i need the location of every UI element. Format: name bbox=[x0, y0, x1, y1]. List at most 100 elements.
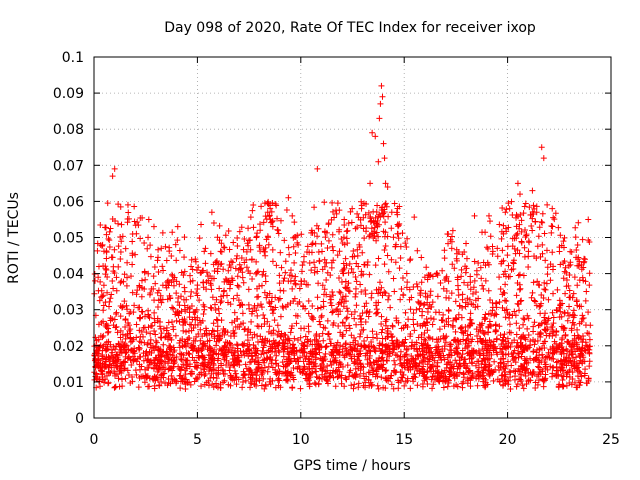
data-point bbox=[220, 370, 227, 377]
data-point bbox=[416, 305, 423, 312]
data-point bbox=[390, 234, 397, 241]
data-point bbox=[485, 287, 492, 294]
data-point bbox=[582, 297, 589, 304]
data-point bbox=[200, 279, 207, 286]
data-point bbox=[369, 129, 376, 136]
data-point bbox=[346, 260, 353, 267]
data-point bbox=[553, 307, 560, 314]
data-point bbox=[579, 315, 586, 322]
data-point bbox=[549, 249, 556, 256]
data-point bbox=[482, 277, 489, 284]
data-point bbox=[105, 235, 112, 242]
data-point bbox=[353, 278, 360, 285]
data-point bbox=[485, 212, 492, 219]
data-point bbox=[535, 363, 542, 370]
data-point bbox=[258, 282, 265, 289]
data-point bbox=[336, 207, 343, 214]
data-point bbox=[136, 314, 143, 321]
data-point bbox=[111, 165, 118, 172]
data-point bbox=[544, 264, 551, 271]
data-point bbox=[586, 363, 593, 370]
data-point bbox=[560, 275, 567, 282]
data-point bbox=[325, 221, 332, 228]
data-point bbox=[169, 229, 176, 236]
data-point bbox=[448, 245, 455, 252]
data-point bbox=[165, 376, 172, 383]
data-point bbox=[210, 220, 217, 227]
data-point bbox=[279, 359, 286, 366]
data-point bbox=[552, 210, 559, 217]
data-point bbox=[140, 333, 147, 340]
data-point bbox=[467, 279, 474, 286]
data-point bbox=[212, 380, 219, 387]
data-point bbox=[136, 353, 143, 360]
data-point bbox=[574, 282, 581, 289]
data-point bbox=[518, 239, 525, 246]
data-point bbox=[445, 315, 452, 322]
data-point bbox=[190, 337, 197, 344]
data-point bbox=[543, 247, 550, 254]
data-point bbox=[239, 384, 246, 391]
data-point bbox=[381, 233, 388, 240]
data-point bbox=[281, 237, 288, 244]
data-point bbox=[234, 234, 241, 241]
data-point bbox=[322, 368, 329, 375]
data-point bbox=[417, 287, 424, 294]
data-point bbox=[164, 279, 171, 286]
data-point bbox=[585, 309, 592, 316]
data-point bbox=[277, 249, 284, 256]
data-point bbox=[471, 212, 478, 219]
data-point bbox=[267, 303, 274, 310]
data-point bbox=[95, 287, 102, 294]
data-point bbox=[258, 203, 265, 210]
y-tick-label: 0.09 bbox=[53, 86, 84, 102]
data-point bbox=[181, 302, 188, 309]
data-point bbox=[257, 301, 264, 308]
data-point bbox=[334, 252, 341, 259]
data-point bbox=[388, 225, 395, 232]
data-point bbox=[138, 339, 145, 346]
data-point bbox=[298, 281, 305, 288]
data-point bbox=[325, 237, 332, 244]
data-point bbox=[168, 271, 175, 278]
data-point bbox=[202, 245, 209, 252]
data-point bbox=[572, 348, 579, 355]
y-tick-label: 0.08 bbox=[53, 122, 84, 138]
data-point bbox=[554, 286, 561, 293]
data-point bbox=[223, 292, 230, 299]
data-point bbox=[125, 372, 132, 379]
data-point bbox=[117, 279, 124, 286]
data-point bbox=[537, 310, 544, 317]
data-point bbox=[262, 273, 269, 280]
data-point bbox=[277, 287, 284, 294]
data-point bbox=[413, 306, 420, 313]
data-point bbox=[569, 347, 576, 354]
data-point bbox=[257, 248, 264, 255]
data-point bbox=[485, 310, 492, 317]
data-point bbox=[482, 311, 489, 318]
data-point bbox=[519, 348, 526, 355]
data-point bbox=[289, 285, 296, 292]
data-point bbox=[566, 303, 573, 310]
data-point bbox=[358, 321, 365, 328]
data-point bbox=[201, 372, 208, 379]
data-point bbox=[399, 230, 406, 237]
data-point bbox=[583, 342, 590, 349]
data-point bbox=[530, 348, 537, 355]
data-point bbox=[514, 380, 521, 387]
data-point bbox=[466, 367, 473, 374]
data-point bbox=[516, 271, 523, 278]
data-point bbox=[338, 380, 345, 387]
data-point bbox=[315, 381, 322, 388]
data-point bbox=[379, 326, 386, 333]
data-point bbox=[520, 385, 527, 392]
data-point bbox=[405, 316, 412, 323]
data-point bbox=[408, 352, 415, 359]
data-point bbox=[322, 350, 329, 357]
data-point bbox=[536, 303, 543, 310]
data-point bbox=[585, 346, 592, 353]
data-point bbox=[506, 321, 513, 328]
data-point bbox=[502, 209, 509, 216]
data-point bbox=[335, 323, 342, 330]
